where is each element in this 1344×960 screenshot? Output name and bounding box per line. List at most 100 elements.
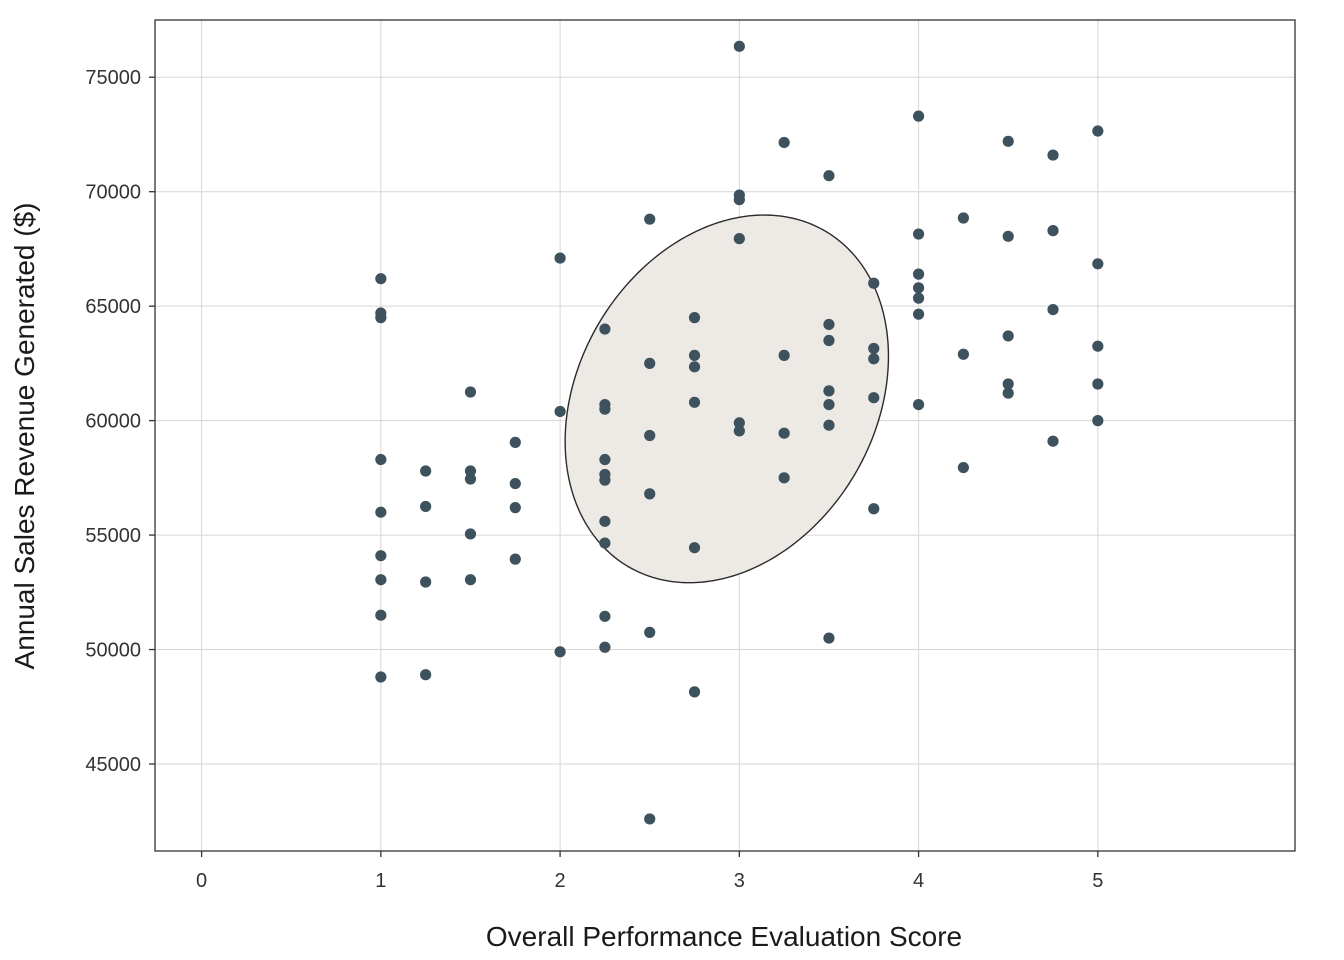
- data-point: [868, 342, 880, 355]
- data-point: [1047, 225, 1059, 237]
- data-point: [420, 465, 432, 477]
- data-point: [375, 453, 387, 466]
- confidence-ellipse: [564, 214, 890, 584]
- data-point: [599, 610, 611, 622]
- data-point: [823, 398, 835, 411]
- data-point: [1047, 303, 1059, 316]
- data-point: [868, 353, 880, 365]
- data-point: [688, 542, 701, 554]
- y-tick-label: 60000: [85, 411, 141, 433]
- data-point: [644, 213, 656, 225]
- data-point: [823, 632, 835, 644]
- data-point: [1002, 230, 1014, 242]
- data-point: [957, 212, 969, 224]
- data-point: [1002, 330, 1014, 342]
- y-tick-label: 75000: [85, 67, 141, 89]
- data-point: [375, 506, 387, 518]
- y-tick-label: 65000: [85, 296, 141, 318]
- data-point: [554, 252, 566, 264]
- x-tick-label: 4: [913, 870, 924, 892]
- data-point: [733, 417, 745, 429]
- data-point: [823, 419, 835, 431]
- x-tick-label: 5: [1092, 870, 1103, 892]
- data-point: [912, 282, 925, 294]
- x-tick-label: 3: [734, 870, 745, 892]
- data-point: [599, 403, 611, 415]
- plot-panel-border: [154, 19, 1296, 852]
- data-point: [644, 357, 656, 369]
- data-point: [464, 574, 477, 586]
- x-tick-label: 1: [375, 870, 386, 892]
- data-point: [868, 277, 880, 289]
- data-point: [420, 576, 432, 588]
- data-point: [644, 488, 656, 500]
- data-point: [1002, 135, 1014, 147]
- data-point: [644, 429, 656, 442]
- data-point: [1002, 378, 1014, 390]
- data-point: [1092, 415, 1104, 427]
- data-point: [688, 686, 701, 698]
- data-point: [778, 472, 790, 484]
- data-point: [509, 502, 521, 514]
- data-point: [823, 385, 835, 397]
- data-point: [733, 194, 745, 206]
- data-point: [375, 550, 387, 562]
- data-point: [464, 473, 477, 485]
- data-point: [420, 500, 432, 513]
- data-point: [644, 813, 656, 825]
- data-point: [1002, 387, 1014, 399]
- data-point: [733, 40, 745, 52]
- data-point: [733, 233, 745, 245]
- data-point: [688, 349, 701, 361]
- data-point: [599, 453, 611, 466]
- data-point: [1092, 340, 1104, 352]
- data-point: [554, 405, 566, 418]
- x-tick-label: 2: [555, 870, 566, 892]
- data-point: [375, 671, 387, 683]
- data-point: [375, 312, 387, 324]
- data-point: [464, 465, 477, 477]
- data-point: [375, 574, 387, 586]
- x-axis-title: Overall Performance Evaluation Score: [486, 921, 962, 952]
- data-point: [733, 425, 745, 437]
- data-point: [599, 323, 611, 335]
- data-point: [464, 528, 477, 540]
- data-point: [868, 392, 880, 404]
- y-tick-label: 50000: [85, 640, 141, 662]
- y-tick-label: 45000: [85, 754, 141, 776]
- data-point: [599, 537, 611, 549]
- data-point: [778, 427, 790, 439]
- data-point: [912, 292, 925, 304]
- data-point: [957, 461, 969, 474]
- data-point: [912, 268, 925, 280]
- data-point: [599, 641, 611, 653]
- data-point: [823, 318, 835, 331]
- data-point: [509, 436, 521, 448]
- data-point: [509, 477, 521, 490]
- data-point: [868, 503, 880, 515]
- data-point: [912, 110, 925, 122]
- y-axis-title: Annual Sales Revenue Generated ($): [9, 203, 40, 670]
- data-point: [912, 228, 925, 240]
- data-point: [688, 361, 701, 373]
- data-point: [644, 626, 656, 638]
- data-point: [375, 273, 387, 285]
- x-tick-label: 0: [196, 870, 207, 892]
- axes: 0 1 2 3 4 5 45000 50000 55000 60000 65000 70000 7500…: [85, 19, 1296, 892]
- data-point: [375, 609, 387, 621]
- data-point: [1092, 125, 1104, 137]
- data-point: [464, 386, 477, 398]
- data-point: [1092, 258, 1104, 270]
- data-point: [420, 669, 432, 681]
- y-tick-label: 70000: [85, 182, 141, 204]
- data-point: [912, 398, 925, 411]
- data-point: [1047, 149, 1059, 161]
- y-tick-label: 55000: [85, 525, 141, 547]
- data-point: [1047, 435, 1059, 447]
- data-point: [509, 553, 521, 565]
- data-point: [688, 312, 701, 324]
- data-point: [599, 515, 611, 527]
- data-points: [375, 40, 1104, 825]
